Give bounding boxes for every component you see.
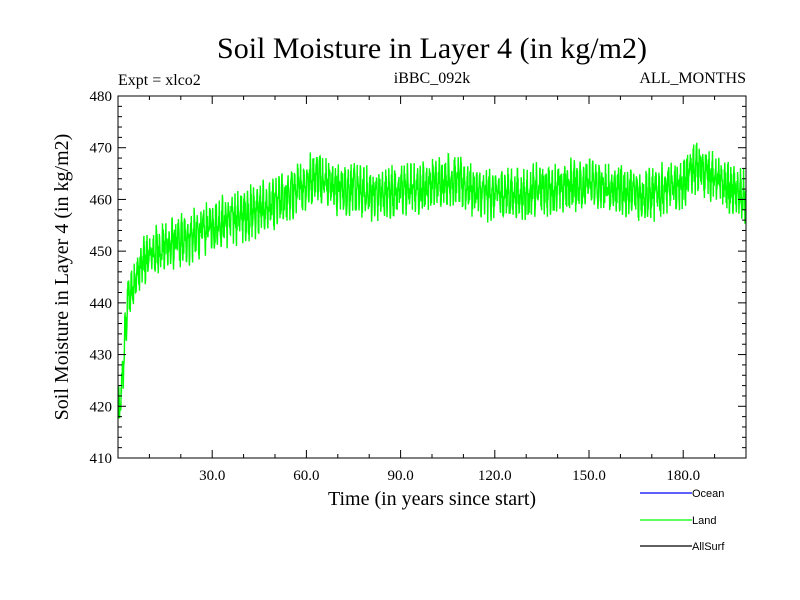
axes: 30.0 60.0 90.0 120.0 150.0 180.0 410 420 430 440 4… <box>90 89 747 484</box>
x-tick-label: 150.0 <box>572 468 606 484</box>
x-axis-label: Time (in years since start) <box>328 488 536 510</box>
y-tick-label: 470 <box>90 141 113 157</box>
y-tick-label: 480 <box>90 89 113 105</box>
y-tick-label: 410 <box>90 451 113 467</box>
legend-label-land: Land <box>692 515 716 527</box>
plot-area <box>117 142 747 419</box>
y-tick-label: 430 <box>90 348 113 364</box>
subtitle-left: Expt = xlco2 <box>118 72 201 89</box>
legend: Ocean Land AllSurf <box>640 488 725 553</box>
subtitle-right: ALL_MONTHS <box>639 70 746 87</box>
y-tick-label: 420 <box>90 399 113 415</box>
plot-frame <box>117 95 747 459</box>
x-tick-label: 30.0 <box>199 468 225 484</box>
y-tick-label: 460 <box>90 192 113 208</box>
subtitle-center: iBBC_092k <box>394 70 470 87</box>
x-tick-label: 60.0 <box>293 468 319 484</box>
y-tick-label: 440 <box>90 296 113 312</box>
x-tick-label: 90.0 <box>387 468 413 484</box>
x-tick-label: 180.0 <box>666 468 700 484</box>
chart-title: Soil Moisture in Layer 4 (in kg/m2) <box>217 32 647 65</box>
legend-label-ocean: Ocean <box>692 488 724 500</box>
y-tick-label: 450 <box>90 244 113 260</box>
y-axis-label: Soil Moisture in Layer 4 (in kg/m2) <box>51 134 73 421</box>
legend-label-allsurf: AllSurf <box>692 541 725 553</box>
series-line-land <box>117 142 747 419</box>
x-tick-label: 120.0 <box>478 468 512 484</box>
